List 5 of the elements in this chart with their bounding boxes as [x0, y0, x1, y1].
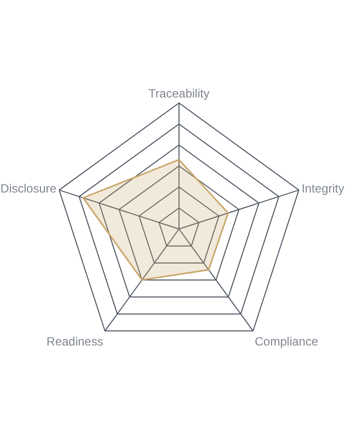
- spoke-label: Disclosure: [0, 181, 57, 196]
- spoke-label: Traceability: [148, 86, 210, 101]
- spoke-label: Integrity: [302, 181, 344, 196]
- spoke-label: Compliance: [254, 334, 318, 348]
- spoke-label: Readiness: [46, 334, 104, 348]
